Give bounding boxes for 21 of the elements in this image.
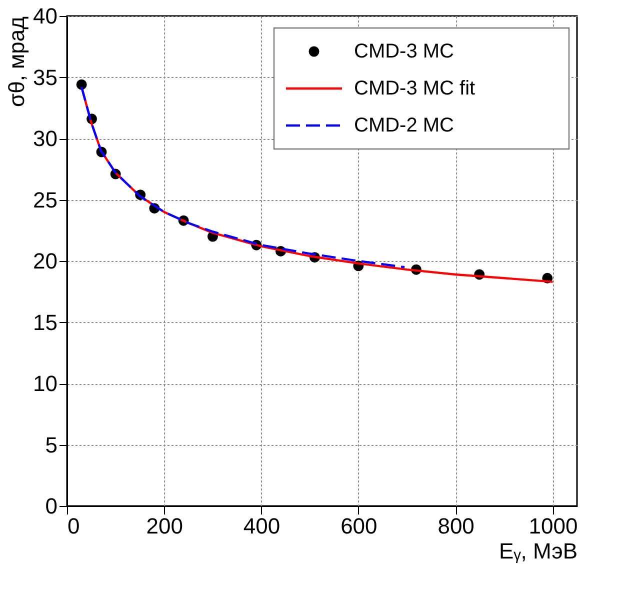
y-tick-label: 10: [33, 371, 58, 396]
x-tick-label: 600: [340, 514, 378, 538]
y-tick-label: 40: [33, 4, 58, 28]
x-tick-label: 400: [243, 514, 280, 538]
y-axis-title: σθ, мрад: [4, 16, 30, 107]
legend-label: CMD-2 MC: [354, 114, 454, 136]
y-tick-label: 20: [33, 248, 58, 274]
y-tick-label: 35: [33, 64, 58, 90]
legend-label: CMD-3 MC: [354, 40, 454, 62]
y-tick-label: 15: [33, 310, 58, 335]
y-tick-label: 30: [33, 126, 58, 151]
x-tick-label: 800: [438, 514, 474, 538]
y-tick-label: 5: [45, 432, 58, 458]
x-tick-label: 1000: [528, 514, 578, 538]
x-tick-label: 0: [68, 514, 80, 538]
legend-label: CMD-3 MC fit: [354, 78, 476, 100]
point: [76, 79, 87, 90]
x-axis-title: Eᵧ, МэВ: [499, 538, 578, 564]
y-tick-label: 0: [45, 494, 58, 518]
x-tick-label: 200: [146, 514, 183, 538]
y-tick-label: 25: [33, 187, 58, 212]
